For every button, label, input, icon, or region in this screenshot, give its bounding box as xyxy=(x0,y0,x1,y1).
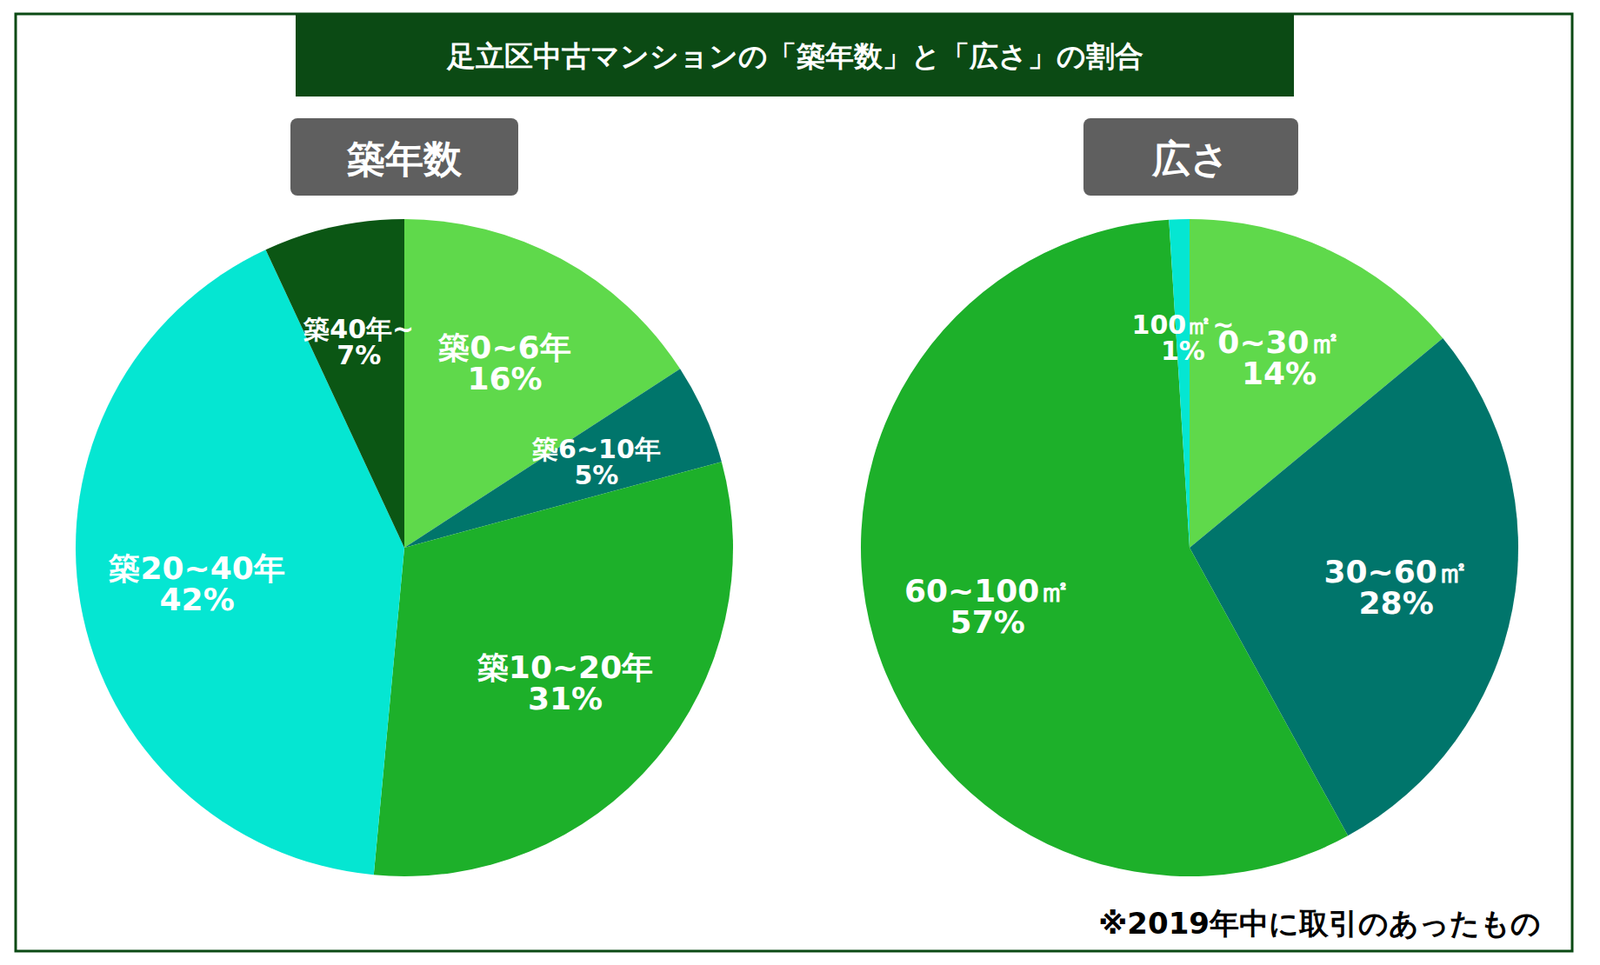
title-banner xyxy=(295,13,1294,97)
subtitle-box xyxy=(1083,118,1299,196)
data-label-group: 60~100㎡57% xyxy=(904,573,1071,640)
data-label-group: 築10~20年31% xyxy=(476,649,654,717)
data-label-group: 0~30㎡14% xyxy=(1217,324,1340,392)
data-label: 28% xyxy=(1359,585,1434,621)
slice-category: 60~100㎡ xyxy=(904,573,1071,609)
data-label-group: 築6~10年5% xyxy=(531,433,661,491)
slice-category: 0~30㎡ xyxy=(1217,324,1340,360)
data-label: 1% xyxy=(1160,335,1206,367)
data-label-group: 築20~40年42% xyxy=(107,550,285,618)
chart-title: 築年数 xyxy=(346,136,463,181)
data-label-group: 30~60㎡28% xyxy=(1323,553,1468,621)
pie-slice xyxy=(75,249,405,875)
pie xyxy=(860,219,1519,877)
data-label: 14% xyxy=(1241,355,1317,392)
data-label: 5% xyxy=(573,460,619,491)
slice-category: 築20~40年 xyxy=(107,550,285,587)
data-label: 57% xyxy=(950,604,1026,640)
title: 足立区中古マンションの「築年数」と「広さ」の割合 xyxy=(446,39,1144,74)
slice-category: 30~60㎡ xyxy=(1323,553,1468,590)
frame xyxy=(15,13,1573,952)
chart-title: 広さ xyxy=(1151,136,1230,181)
data-labels: 築0~6年16% 築6~10年5% 築10~20年31% 築20~40年42% 築40年… xyxy=(107,313,660,717)
data-label-group: 築0~6年16% xyxy=(437,329,571,397)
data-label: 42% xyxy=(160,581,235,618)
pie-slice xyxy=(1168,219,1190,548)
footnote: ※2019年中に取引のあったもの xyxy=(1098,906,1541,941)
data-labels: 0~30㎡14% 30~60㎡28% 60~100㎡57% 100㎡~1% xyxy=(904,309,1469,640)
slice-category: 築0~6年 xyxy=(437,329,571,366)
data-label-group: 100㎡~1% xyxy=(1132,309,1235,367)
pie-slice xyxy=(860,220,1348,877)
chart-canvas: 足立区中古マンションの「築年数」と「広さ」の割合 ※2019年中に取引のあったもの… xyxy=(0,0,1600,965)
data-label: 16% xyxy=(466,360,542,397)
subtitle-box xyxy=(290,118,519,196)
data-label: 31% xyxy=(527,680,603,717)
pie-slice xyxy=(266,219,405,548)
data-label-group: 築40年~7% xyxy=(302,313,414,371)
pie xyxy=(75,219,734,877)
pie-slice xyxy=(373,461,734,877)
data-label: 7% xyxy=(336,340,381,371)
slice-category: 築10~20年 xyxy=(476,649,654,686)
